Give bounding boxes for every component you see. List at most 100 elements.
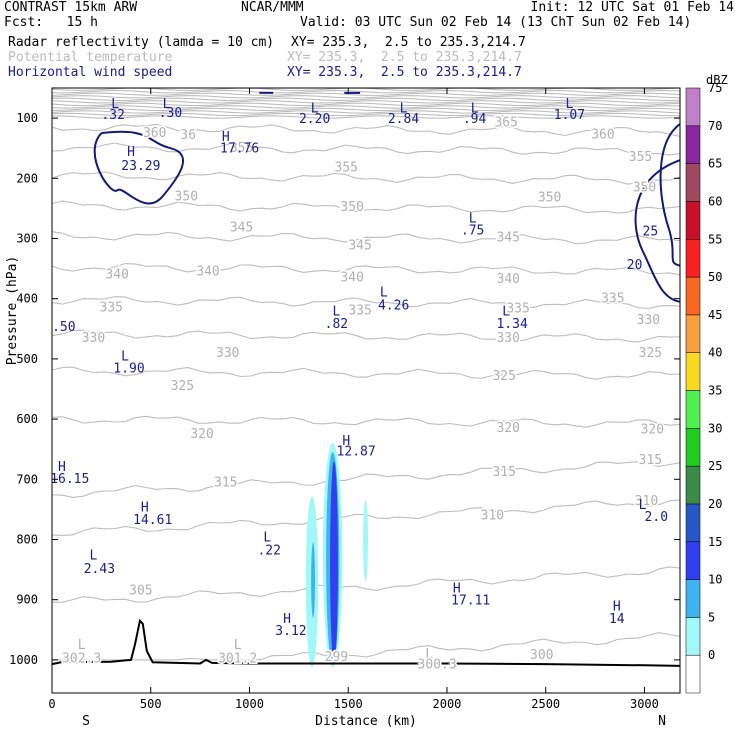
isentrope-label: 320 bbox=[190, 427, 213, 442]
isentrope-dense-line bbox=[51, 107, 681, 112]
isentrope-label: 330 bbox=[216, 346, 239, 361]
colorbar-swatch bbox=[685, 239, 701, 278]
isentrope-label: 299 bbox=[325, 650, 348, 665]
x-tick-label: 1500 bbox=[334, 697, 363, 711]
wind-speed-label: .82 bbox=[325, 317, 348, 332]
wind-speed-label: L bbox=[639, 498, 647, 513]
theta-extremum-label: 302.3 bbox=[62, 652, 101, 667]
isentrope-label: 340 bbox=[340, 271, 363, 286]
colorbar-label: 70 bbox=[708, 119, 722, 133]
wind-speed-label: .32 bbox=[101, 108, 124, 123]
theta-extremum-label: 301.2 bbox=[218, 652, 257, 667]
isentrope-label: 325 bbox=[639, 346, 662, 361]
colorbar-label: 65 bbox=[708, 157, 722, 171]
colorbar-swatch bbox=[685, 465, 701, 505]
isentrope-label: 310 bbox=[481, 508, 504, 523]
colorbar-label: 35 bbox=[708, 384, 722, 398]
isentrope-360 bbox=[51, 142, 681, 156]
field3-name: Horizontal wind speed bbox=[8, 65, 173, 80]
wind-speed-label: 20 bbox=[627, 258, 643, 273]
center-title: NCAR/MMM bbox=[241, 0, 304, 15]
colorbar-swatch bbox=[685, 314, 701, 353]
isentrope-label: 345 bbox=[496, 230, 519, 245]
x-tick-label: 500 bbox=[140, 697, 162, 711]
wind-speed-label: L bbox=[565, 97, 573, 112]
wind-speed-label: 2.20 bbox=[299, 112, 330, 127]
isentrope-label: 36 bbox=[180, 128, 196, 143]
isentrope-label: 335 bbox=[348, 304, 371, 319]
wind-speed-label: 2.84 bbox=[388, 112, 419, 127]
isentrope-dense-line bbox=[51, 100, 681, 104]
reflectivity-cell-10dbz bbox=[311, 542, 316, 618]
init-time: Init: 12 UTC Sat 01 Feb 14 bbox=[530, 0, 735, 15]
wind-speed-label: 25 bbox=[643, 225, 659, 240]
colorbar-swatch bbox=[685, 201, 701, 240]
colorbar-swatch bbox=[685, 125, 701, 164]
field3-xy: XY= 235.3, 2.5 to 235.3,214.7 bbox=[287, 65, 522, 80]
wind-speed-label: L bbox=[471, 101, 479, 116]
isentrope-label: 340 bbox=[105, 268, 128, 283]
isentrope-dense-line bbox=[51, 89, 681, 94]
wind-speed-label: H bbox=[58, 460, 66, 475]
field1-xy: XY= 235.3, 2.5 to 235.3,214.7 bbox=[291, 35, 526, 50]
isentrope-350 bbox=[51, 200, 681, 214]
y-tick-label: 700 bbox=[16, 472, 38, 486]
wind-speed-label: .75 bbox=[461, 223, 484, 238]
reflectivity-cell-15dbz bbox=[330, 461, 338, 663]
wind-speed-label: L bbox=[400, 101, 408, 116]
colorbar-label: 25 bbox=[708, 459, 722, 473]
colorbar-swatch bbox=[685, 503, 701, 542]
wind-speed-label: L bbox=[111, 97, 119, 112]
wind-speed-label: 16.15 bbox=[50, 472, 89, 487]
terrain-line bbox=[51, 618, 681, 667]
wind-speed-label: 23.29 bbox=[121, 159, 160, 174]
isentrope-dense-line bbox=[51, 97, 681, 102]
wind-speed-label: 2.43 bbox=[84, 562, 115, 577]
isentrope-325 bbox=[51, 366, 681, 380]
colorbar-label: 60 bbox=[708, 194, 722, 208]
field1-name: Radar reflectivity (lamda = 10 cm) bbox=[8, 35, 275, 50]
field2-name: Potential temperature bbox=[8, 50, 173, 65]
colorbar-label: 20 bbox=[708, 497, 722, 511]
wind-speed-label: H bbox=[127, 145, 135, 160]
north-marker: N bbox=[658, 714, 666, 729]
isentrope-label: 360 bbox=[143, 126, 166, 141]
wind-speed-label: H bbox=[453, 582, 461, 597]
isentrope-dense-line bbox=[51, 95, 681, 99]
reflectivity-cell-5dbz bbox=[363, 500, 368, 582]
theta-extremum-label: L bbox=[234, 638, 242, 653]
colorbar-label: 55 bbox=[708, 232, 722, 246]
wind-speed-label: 3.12 bbox=[275, 624, 306, 639]
wind-speed-label: L bbox=[121, 349, 129, 364]
isentrope-label: 355 bbox=[629, 150, 652, 165]
isentrope-label: 315 bbox=[492, 465, 515, 480]
y-tick-label: 300 bbox=[16, 231, 38, 245]
isentrope-dense-line bbox=[51, 112, 680, 117]
wind-speed-label: L bbox=[502, 305, 510, 320]
x-axis-label: Distance (km) bbox=[315, 714, 417, 729]
theta-extremum-label: L bbox=[78, 638, 86, 653]
isentrope-320 bbox=[51, 415, 681, 428]
isentrope-dense-line bbox=[51, 110, 681, 114]
isentrope-label: 325 bbox=[492, 369, 515, 384]
colorbar-label: 0 bbox=[708, 648, 715, 662]
isentrope-label: 350 bbox=[340, 200, 363, 215]
isentrope-label: 335 bbox=[601, 292, 624, 307]
isentrope-label: 330 bbox=[496, 331, 519, 346]
wind-speed-label: L bbox=[263, 530, 271, 545]
isentrope-label: 315 bbox=[214, 475, 237, 490]
colorbar-label: 5 bbox=[708, 610, 715, 624]
wind-speed-label: 17.11 bbox=[451, 594, 490, 609]
wind-contour-20 bbox=[93, 130, 184, 205]
isentrope-label: 345 bbox=[230, 221, 253, 236]
isentrope-label: 335 bbox=[100, 301, 123, 316]
y-tick-label: 400 bbox=[16, 292, 38, 306]
colorbar-swatch bbox=[685, 390, 701, 429]
colorbar-swatch bbox=[685, 87, 701, 127]
forecast-hour: Fcst: 15 h bbox=[4, 15, 98, 30]
wind-speed-label: L bbox=[311, 101, 319, 116]
isentrope-300 bbox=[52, 632, 681, 661]
colorbar-label: 15 bbox=[708, 535, 722, 549]
wind-contour-25 bbox=[659, 123, 681, 267]
